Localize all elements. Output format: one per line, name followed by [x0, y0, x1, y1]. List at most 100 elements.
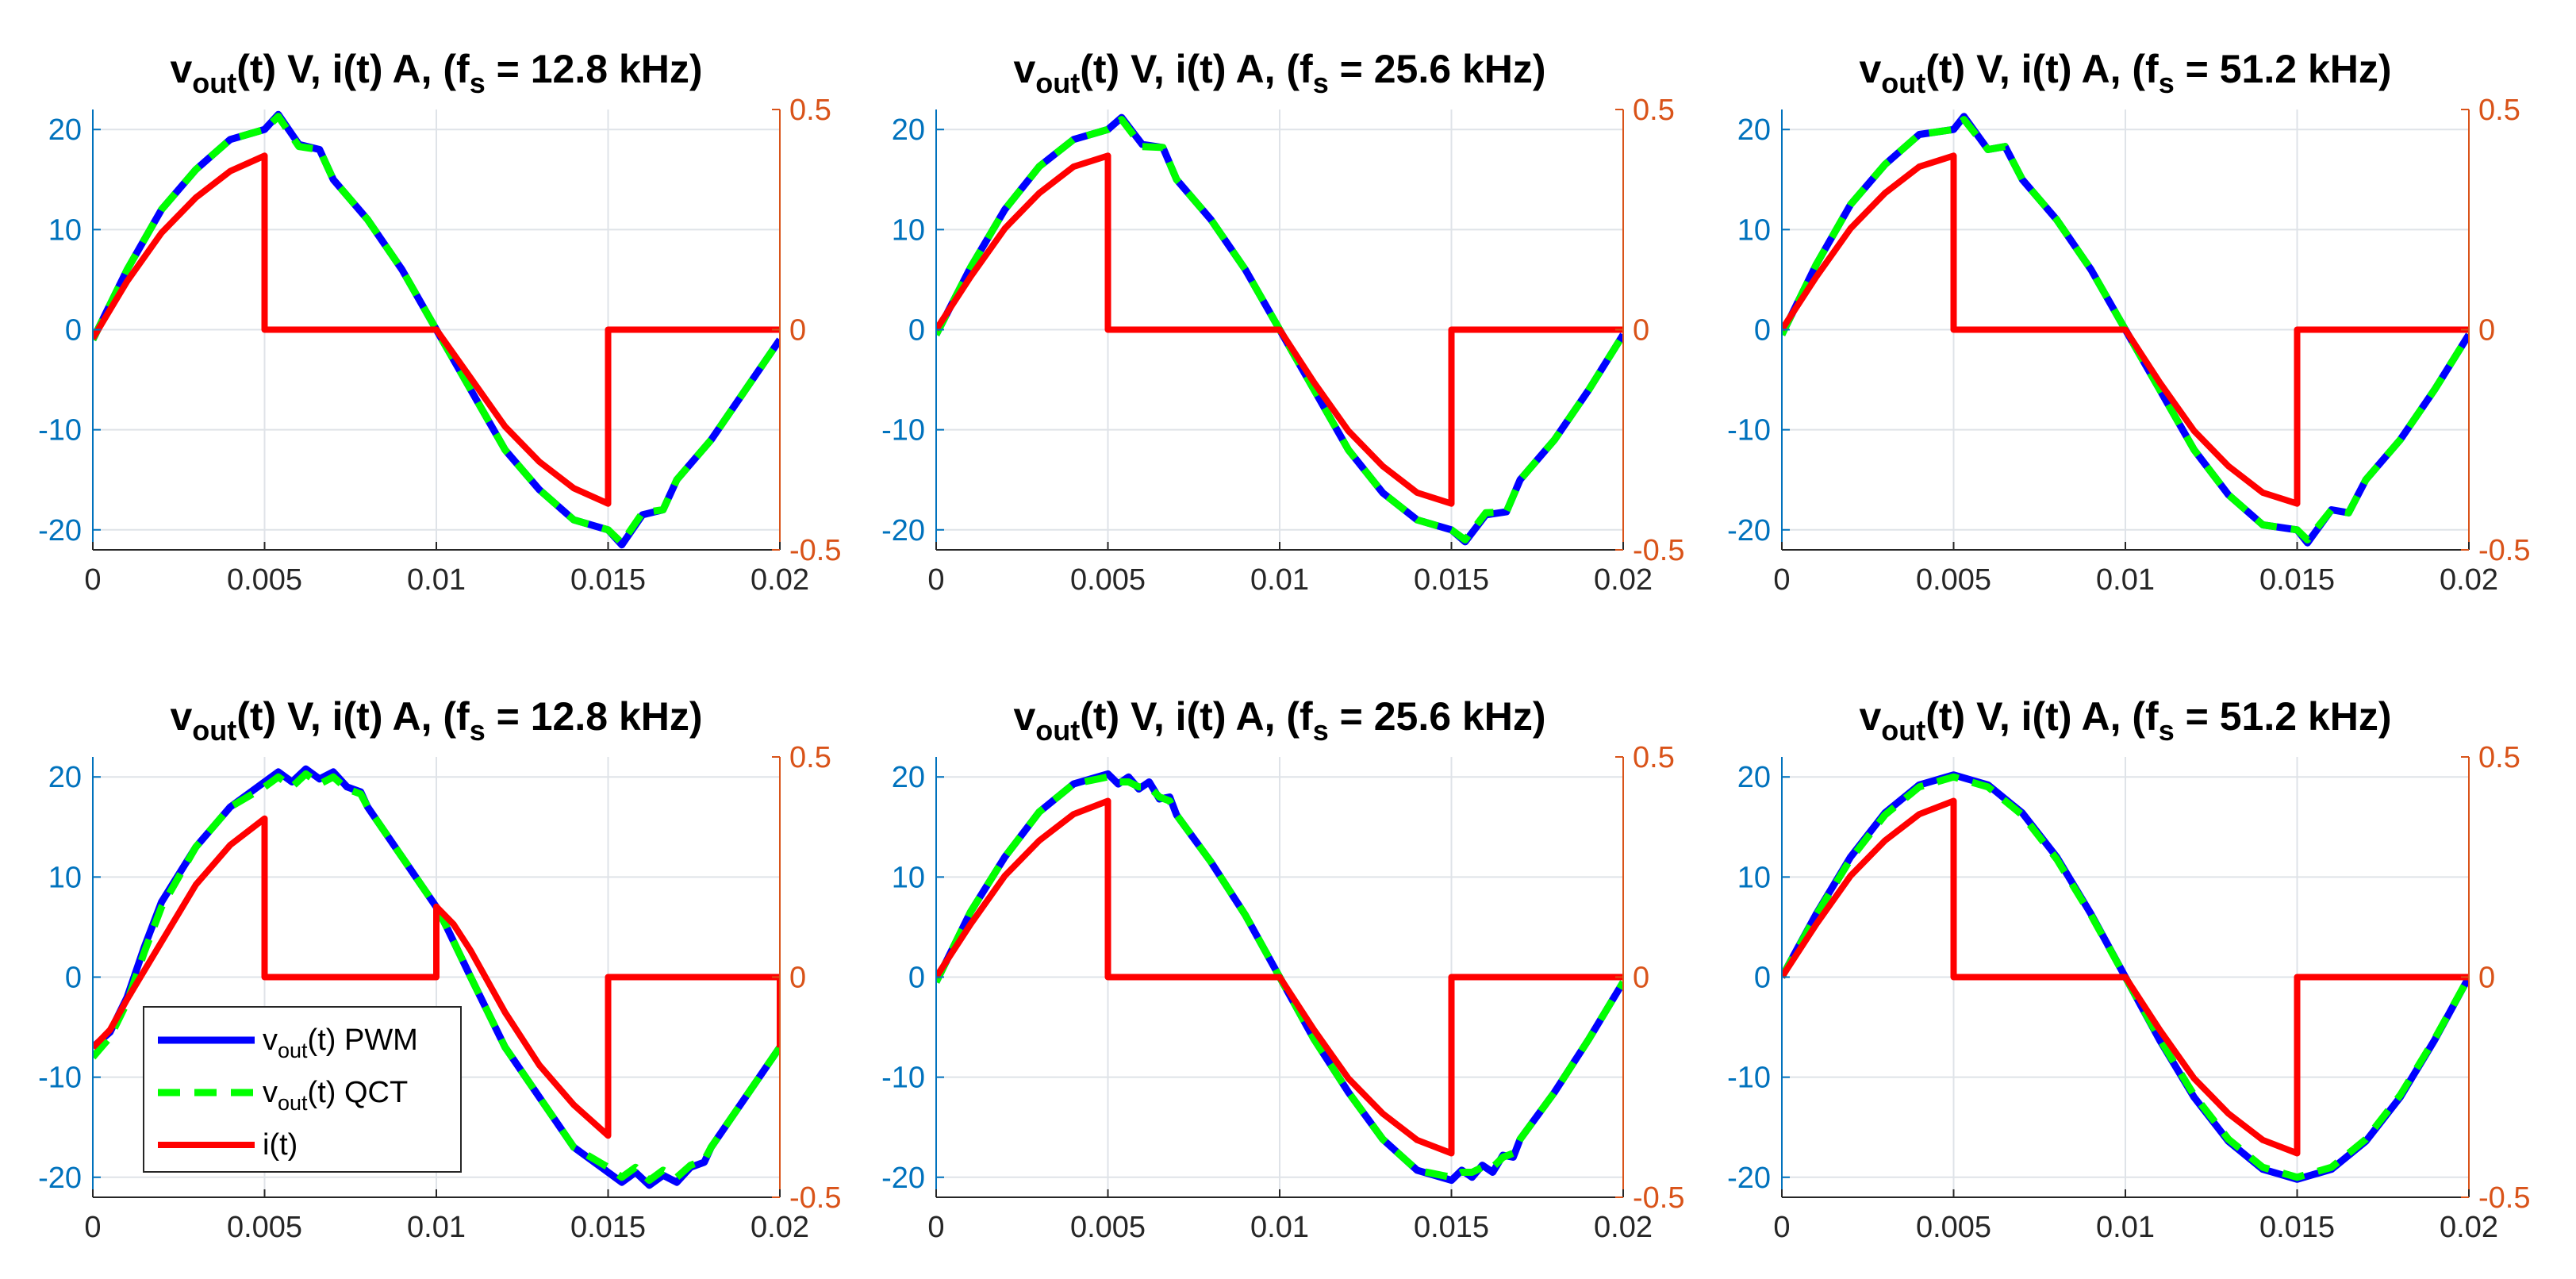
right-y-tick-label: -0.5	[2478, 534, 2530, 567]
title-subscript: out	[1035, 714, 1080, 747]
left-y-tick-label: -20	[1727, 1162, 1771, 1195]
title-main: (t) V, i(t) A, (f	[236, 694, 470, 739]
title-main: = 25.6 kHz)	[1329, 47, 1546, 91]
right-y-tick-label: 0	[2478, 962, 2495, 995]
left-y-tick-label: 20	[892, 761, 925, 794]
right-y-tick-label: 0	[789, 314, 806, 348]
left-y-tick-label: -20	[38, 1162, 82, 1195]
x-tick-label: 0	[84, 563, 101, 597]
x-tick-label: 0.005	[227, 1211, 302, 1244]
subplot-2: 0 0.005 0.01 0.015 0.02 -20 -10 0 10 20 -0.5 0 0.5 vo…	[881, 47, 1684, 597]
title-subscript: out	[192, 67, 236, 99]
subplot-6: 0 0.005 0.01 0.015 0.02 -20 -10 0 10 20 -0.5 0 0.5 vo…	[1727, 694, 2530, 1244]
series-line-qct	[1782, 116, 2469, 543]
subplot-1: 0 0.005 0.01 0.015 0.02 -20 -10 0 10 20 -0.5 0 0.5 vo…	[38, 47, 841, 597]
right-y-tick-label: -0.5	[1633, 1181, 1684, 1215]
title-main: (t) V, i(t) A, (f	[1925, 694, 2159, 739]
left-y-tick-label: 20	[1737, 113, 1771, 147]
title-main: = 51.2 kHz)	[2175, 47, 2392, 91]
title-subscript: out	[1881, 714, 1925, 747]
x-tick-label: 0	[927, 563, 944, 597]
right-y-tick-label: -0.5	[789, 1181, 841, 1215]
x-tick-label: 0.02	[2440, 1211, 2498, 1244]
subplot-title: vout(t) V, i(t) A, (fs = 51.2 kHz)	[1859, 47, 2391, 99]
legend-main: v	[263, 1024, 278, 1057]
x-tick-label: 0.015	[570, 1211, 646, 1244]
title-main: (t) V, i(t) A, (f	[1925, 47, 2159, 91]
x-tick-label: 0.02	[751, 1211, 809, 1244]
series-group	[1782, 113, 2469, 547]
x-tick-label: 0.015	[2259, 563, 2335, 597]
left-y-tick-label: -10	[1727, 1062, 1771, 1095]
title-main: (t) V, i(t) A, (f	[236, 47, 470, 91]
title-subscript: s	[470, 714, 486, 747]
right-y-tick-label: 0	[789, 962, 806, 995]
x-tick-label: 0.005	[1070, 1211, 1146, 1244]
left-y-tick-label: 20	[1737, 761, 1771, 794]
x-tick-label: 0.01	[1250, 1211, 1309, 1244]
right-y-tick-label: 0.5	[1633, 741, 1675, 774]
x-tick-label: 0.01	[407, 1211, 466, 1244]
series-line-current	[1782, 152, 2469, 507]
x-tick-label: 0.005	[227, 563, 302, 597]
subplot-4: 0 0.005 0.01 0.015 0.02-20-1001020-0.500.5vo…	[38, 694, 841, 1244]
subplot-title: vout(t) V, i(t) A, (fs = 51.2 kHz)	[1859, 694, 2391, 747]
left-y-tick-label: 0	[1754, 314, 1771, 348]
left-y-tick-label: 0	[65, 314, 82, 348]
right-y-tick-label: 0	[1633, 962, 1649, 995]
title-subscript: s	[470, 67, 486, 99]
series-line-current	[936, 152, 1623, 507]
title-subscript: out	[192, 714, 236, 747]
left-y-tick-label: -10	[1727, 414, 1771, 447]
left-y-tick-label: 10	[48, 861, 82, 894]
title-main: v	[1859, 694, 1881, 739]
x-tick-label: 0.02	[751, 563, 809, 597]
series-line-current	[936, 797, 1623, 1157]
subplot-title: vout(t) V, i(t) A, (fs = 25.6 kHz)	[1013, 47, 1545, 99]
title-main: = 25.6 kHz)	[1329, 694, 1546, 739]
legend-main: v	[263, 1076, 278, 1109]
title-main: = 51.2 kHz)	[2175, 694, 2392, 739]
x-tick-label: 0.01	[2096, 563, 2155, 597]
x-tick-label: 0	[927, 1211, 944, 1244]
title-main: v	[1859, 47, 1881, 91]
series-line-current	[93, 152, 780, 507]
series-line-qct	[1782, 773, 2469, 1181]
right-y-tick-label: 0.5	[2478, 94, 2520, 127]
subplot-5: 0 0.005 0.01 0.015 0.02 -20 -10 0 10 20 -0.5 0 0.5 vo…	[881, 694, 1684, 1244]
title-subscript: s	[1313, 67, 1329, 99]
left-y-tick-label: -20	[881, 514, 925, 547]
left-y-tick-label: 20	[892, 113, 925, 147]
x-tick-label: 0.005	[1916, 1211, 1991, 1244]
left-y-tick-label: -10	[881, 1062, 925, 1095]
legend-main: (t) QCT	[308, 1076, 409, 1109]
title-subscript: out	[1035, 67, 1080, 99]
left-y-tick-label: 0	[65, 962, 82, 995]
x-tick-label: 0	[84, 1211, 101, 1244]
right-y-tick-label: 0.5	[789, 94, 831, 127]
left-y-tick-label: 10	[1737, 861, 1771, 894]
title-main: = 12.8 kHz)	[486, 47, 703, 91]
title-main: v	[1013, 47, 1035, 91]
right-y-tick-label: 0	[2478, 314, 2495, 348]
left-y-tick-label: 0	[1754, 962, 1771, 995]
subplot-3: 0 0.005 0.01 0.015 0.02 -20 -10 0 10 20 -0.5 0 0.5 vo…	[1727, 47, 2530, 597]
left-y-tick-label: -10	[881, 414, 925, 447]
x-tick-label: 0.015	[1414, 1211, 1489, 1244]
x-tick-label: 0.01	[1250, 563, 1309, 597]
right-y-tick-label: 0	[1633, 314, 1649, 348]
x-tick-label: 0.02	[1594, 1211, 1653, 1244]
series-group	[1782, 771, 2469, 1183]
left-y-tick-label: 20	[48, 113, 82, 147]
right-y-tick-label: -0.5	[2478, 1181, 2530, 1215]
left-y-tick-label: -20	[881, 1162, 925, 1195]
left-y-tick-label: -20	[38, 514, 82, 547]
series-line-current	[93, 815, 780, 1139]
subplot-title: vout(t) V, i(t) A, (fs = 12.8 kHz)	[170, 694, 702, 747]
title-main: v	[170, 694, 192, 739]
right-y-tick-label: -0.5	[789, 534, 841, 567]
x-tick-label: 0	[1773, 1211, 1790, 1244]
x-tick-label: 0	[1773, 563, 1790, 597]
